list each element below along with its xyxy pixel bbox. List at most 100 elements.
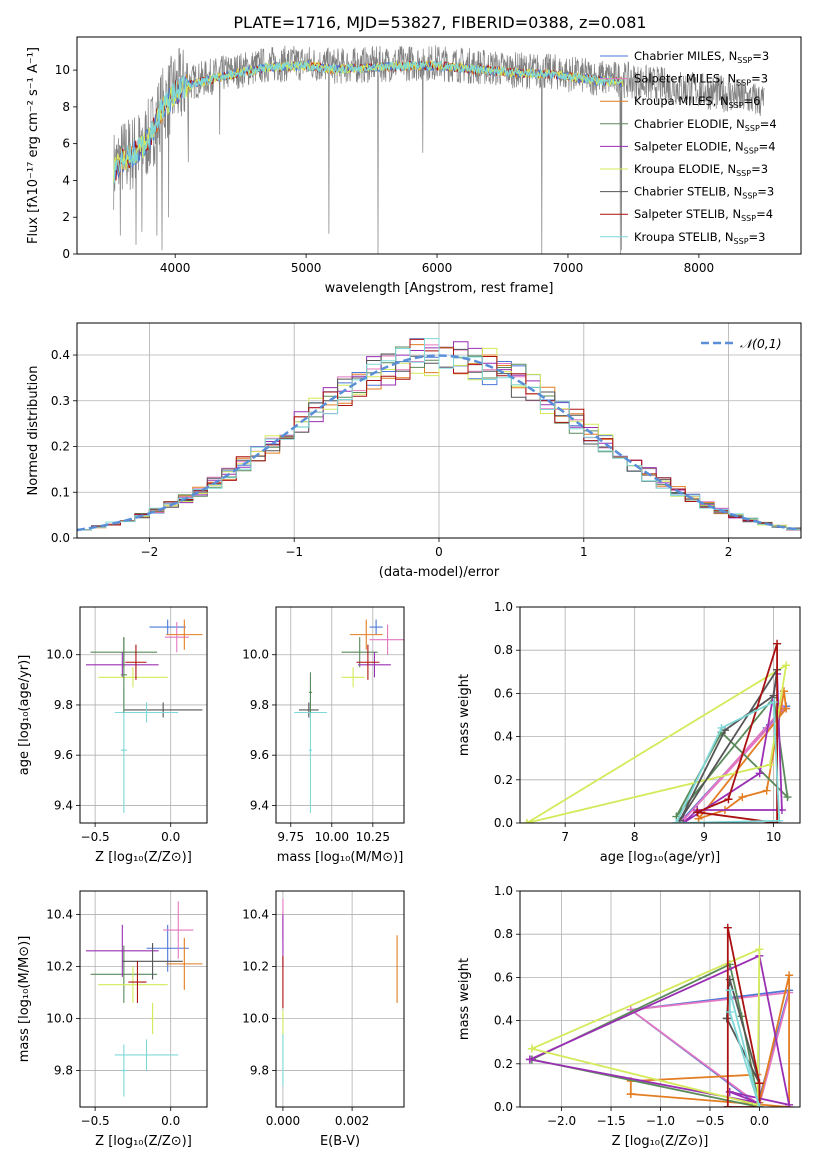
axes-frame xyxy=(519,606,801,824)
y-axis-label: age [log₁₀(age/yr)] xyxy=(17,655,32,776)
errorbar-kroupa-elodie xyxy=(98,667,168,688)
x-axis-label: E(B-V) xyxy=(320,1134,360,1149)
y-tick-label: 10.0 xyxy=(46,648,73,662)
x-tick-label: 9.75 xyxy=(277,830,304,844)
legend-entry-kroupa-stelib: Kroupa STELIB, NSSP=3 xyxy=(634,230,765,246)
y-tick-label: 0.0 xyxy=(494,1100,513,1114)
y-tick-label: 9.8 xyxy=(54,1064,73,1078)
legend-entry-kroupa-miles: Kroupa MILES, NSSP=6 xyxy=(634,94,760,110)
x-tick-label: −0.5 xyxy=(695,1114,724,1128)
weight-point-salpeter-elodie xyxy=(785,1100,794,1107)
legend-entry-salpeter-elodie: Salpeter ELODIE, NSSP=4 xyxy=(634,139,776,155)
y-tick-label: 0.2 xyxy=(51,440,70,454)
weight-point-chabrier-stelib xyxy=(722,1014,731,1023)
y-axis-label: mass weight xyxy=(457,958,472,1040)
weight-point-kroupa-miles xyxy=(782,704,791,713)
y-tick-label: 0 xyxy=(62,247,70,261)
errorbar-chabrier-stelib xyxy=(123,702,203,718)
errorbar-chabrier-stelib xyxy=(122,943,183,980)
errorbar-chabrier-miles xyxy=(149,619,186,635)
legend-entry-normal: 𝒩(0,1) xyxy=(740,336,782,351)
x-tick-label: −1 xyxy=(285,545,303,559)
y-tick-label: 0.6 xyxy=(494,686,513,700)
mass-vs-metallicity-panel: −0.5 0.0 9.8 10.0 10.2 10.4 Z [log₁₀(Z/Z⊙)] mas… xyxy=(17,890,208,1149)
x-tick-label: 5000 xyxy=(291,261,322,275)
weight-point-kroupa-miles xyxy=(762,786,771,795)
plot-area xyxy=(77,338,801,532)
errorbar-salpeter-elodie xyxy=(86,652,159,678)
axes-frame xyxy=(79,606,208,824)
histogram-kroupa-stelib xyxy=(77,338,801,531)
x-tick-label: −0.5 xyxy=(81,1114,110,1128)
y-tick-label: 10.4 xyxy=(242,907,269,921)
plot-area xyxy=(86,619,203,813)
plot-area xyxy=(294,619,404,813)
weight-point-chabrier-elodie xyxy=(783,793,792,802)
mass-vs-extinction-panel: 0.000 0.002 9.8 10.0 10.2 10.4 E(B-V) xyxy=(242,890,405,1149)
legend-entry-chabrier-elodie: Chabrier ELODIE, NSSP=4 xyxy=(634,117,777,133)
errorbar-kroupa-stelib xyxy=(120,1044,127,1097)
y-tick-label: 8 xyxy=(62,100,70,114)
plot-area xyxy=(522,639,792,823)
plot-area xyxy=(525,923,794,1107)
legend-entry-chabrier-stelib: Chabrier STELIB, NSSP=3 xyxy=(634,185,774,201)
weight-point-kroupa-miles xyxy=(694,814,703,823)
x-axis-label: age [log₁₀(age/yr)] xyxy=(600,850,721,865)
x-tick-label: 0.002 xyxy=(335,1114,369,1128)
errorbar-salpeter-stelib xyxy=(356,644,380,680)
y-tick-label: 0.8 xyxy=(494,927,513,941)
weight-point-kroupa-miles xyxy=(785,971,794,980)
y-tick-label: 0.4 xyxy=(494,1014,513,1028)
x-tick-label: 7 xyxy=(561,830,569,844)
y-tick-label: 0.2 xyxy=(494,1057,513,1071)
y-tick-label: 2 xyxy=(62,210,70,224)
x-axis-label: wavelength [Angstrom, rest frame] xyxy=(325,281,554,296)
y-tick-label: 6 xyxy=(62,137,70,151)
residuals-panel: −2 −1 0 1 2 0.0 0.1 0.2 0.3 0.4 (data-model)/error… xyxy=(26,322,802,580)
weight-line-kroupa-elodie xyxy=(531,947,761,1106)
x-tick-label: 1 xyxy=(580,545,588,559)
errorbar-chabrier-stelib xyxy=(298,702,319,718)
errorbar-kroupa-elodie xyxy=(98,966,168,1003)
y-tick-label: 9.8 xyxy=(250,1064,269,1078)
y-tick-label: 9.8 xyxy=(54,698,73,712)
weight-point-kroupa-stelib xyxy=(775,816,784,823)
weight-point-salpeter-stelib xyxy=(723,923,732,932)
weight-point-salpeter-stelib xyxy=(693,808,702,817)
y-axis-label: mass weight xyxy=(457,674,472,756)
y-tick-label: 0.0 xyxy=(494,816,513,830)
weight-line-chabrier-elodie xyxy=(531,963,761,1107)
errorbar-chabrier-elodie xyxy=(308,672,313,713)
y-tick-label: 9.4 xyxy=(54,798,73,812)
weight-point-kroupa-stelib xyxy=(672,819,681,823)
y-tick-label: 9.6 xyxy=(250,748,269,762)
y-tick-label: 10.0 xyxy=(46,1012,73,1026)
y-axis-label: Flux [fλ10⁻¹⁷ erg cm⁻² s⁻¹ A⁻¹] xyxy=(26,47,41,244)
errorbar-kroupa-miles xyxy=(166,619,203,650)
x-tick-label: −0.5 xyxy=(81,830,110,844)
y-tick-label: 0.3 xyxy=(51,394,70,408)
y-tick-label: 0.8 xyxy=(494,643,513,657)
errorbar-salpeter-elodie xyxy=(86,924,159,977)
y-axis-label: mass [log₁₀(M/M⊙)] xyxy=(17,936,32,1063)
axes-frame xyxy=(519,890,801,1108)
errorbar-kroupa-stelib xyxy=(114,1039,179,1071)
y-tick-label: 0.6 xyxy=(494,970,513,984)
x-tick-label: 8000 xyxy=(684,261,715,275)
y-tick-label: 0.2 xyxy=(494,773,513,787)
x-axis-label: Z [log₁₀(Z/Z⊙)] xyxy=(95,1134,192,1149)
y-tick-label: 10.0 xyxy=(242,648,269,662)
weight-line-salpeter-miles xyxy=(630,991,791,1107)
y-tick-label: 0.4 xyxy=(494,730,513,744)
y-tick-label: 0.0 xyxy=(51,531,70,545)
x-tick-label: 4000 xyxy=(160,261,191,275)
y-tick-label: 10.0 xyxy=(242,1012,269,1026)
errorbar-salpeter-stelib xyxy=(128,961,147,1003)
errorbar-chabrier-elodie xyxy=(90,945,158,1003)
errorbar-salpeter-miles xyxy=(163,901,194,959)
weight-point-kroupa-elodie xyxy=(527,1044,536,1053)
y-tick-label: 9.8 xyxy=(250,698,269,712)
x-axis-label: mass [log₁₀(M/M⊙)] xyxy=(277,850,404,865)
weight-line-kroupa-elodie xyxy=(526,663,788,823)
x-tick-label: 10.00 xyxy=(315,830,349,844)
